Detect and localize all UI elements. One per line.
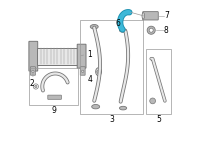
FancyBboxPatch shape	[143, 12, 158, 20]
FancyBboxPatch shape	[30, 67, 35, 75]
Circle shape	[150, 98, 156, 104]
Bar	[146, 49, 171, 114]
Text: 6: 6	[116, 19, 120, 28]
FancyBboxPatch shape	[48, 95, 61, 99]
Text: 7: 7	[164, 11, 169, 20]
Circle shape	[147, 26, 155, 34]
FancyBboxPatch shape	[77, 44, 86, 68]
Ellipse shape	[121, 28, 125, 31]
Bar	[29, 68, 78, 105]
Circle shape	[32, 70, 34, 72]
Ellipse shape	[92, 105, 100, 109]
Text: 2: 2	[30, 79, 35, 88]
Text: 1: 1	[87, 50, 92, 59]
Circle shape	[97, 70, 100, 74]
Circle shape	[82, 70, 84, 72]
Ellipse shape	[119, 106, 127, 110]
Ellipse shape	[119, 29, 127, 32]
Circle shape	[35, 85, 37, 88]
Text: 3: 3	[109, 115, 114, 124]
Bar	[37, 47, 78, 65]
Circle shape	[149, 28, 153, 32]
Text: 8: 8	[164, 26, 169, 35]
Ellipse shape	[90, 25, 98, 29]
Text: 4: 4	[87, 75, 92, 84]
Text: 9: 9	[51, 106, 56, 116]
FancyBboxPatch shape	[80, 67, 85, 75]
Bar	[80, 20, 143, 114]
Text: 5: 5	[156, 115, 161, 124]
Ellipse shape	[127, 11, 131, 14]
Ellipse shape	[142, 13, 145, 19]
FancyBboxPatch shape	[29, 41, 38, 71]
